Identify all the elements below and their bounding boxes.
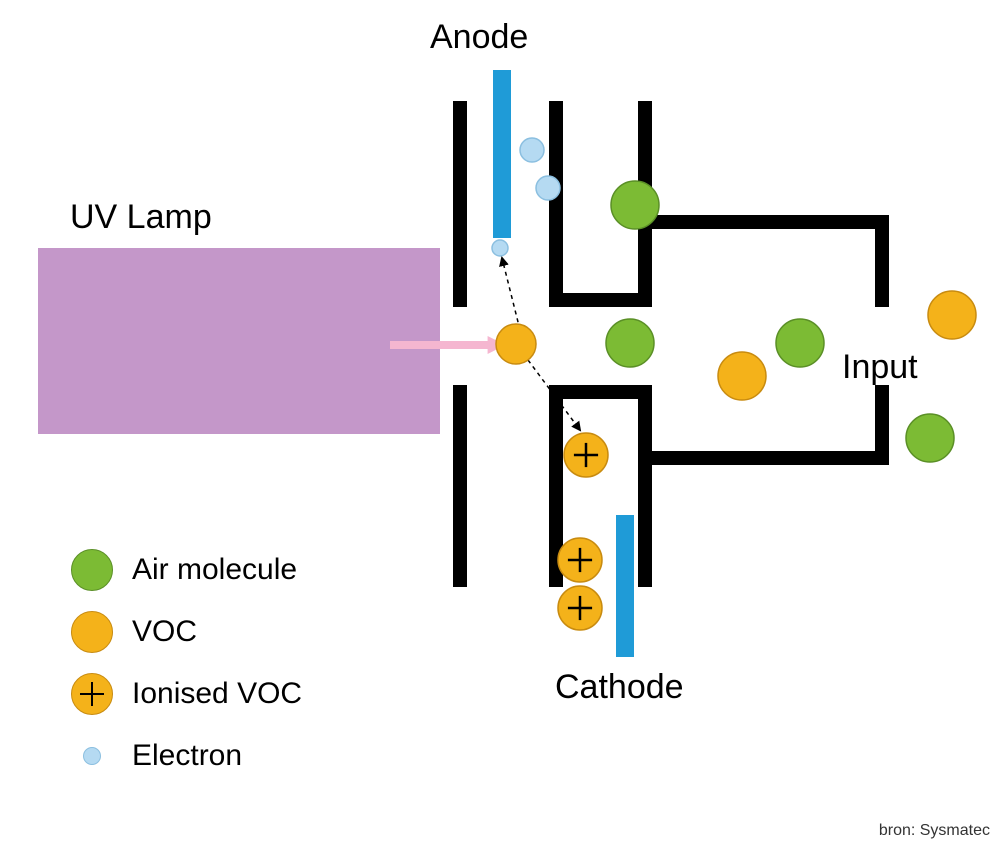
- attribution-text: bron: Sysmatec: [879, 822, 990, 840]
- voc-molecule: [928, 291, 976, 339]
- legend-label: Ionised VOC: [132, 677, 302, 711]
- electron: [520, 138, 544, 162]
- trajectory-arrow: [502, 258, 520, 330]
- legend-label: VOC: [132, 615, 197, 649]
- air-molecule: [606, 319, 654, 367]
- electron: [492, 240, 508, 256]
- legend-item-voc: VOC: [70, 610, 197, 654]
- legend-item-air: Air molecule: [70, 548, 297, 592]
- uv-lamp-label: UV Lamp: [70, 198, 212, 237]
- air-molecule: [776, 319, 824, 367]
- cathode-label: Cathode: [555, 668, 684, 707]
- legend-label: Electron: [132, 739, 242, 773]
- cathode-electrode: [616, 515, 634, 657]
- uv-lamp-rect: [38, 248, 440, 434]
- anode-label: Anode: [430, 18, 528, 57]
- legend-swatch-icon: [70, 672, 114, 716]
- air-molecule: [611, 181, 659, 229]
- voc-molecule: [496, 324, 536, 364]
- air-molecule: [906, 414, 954, 462]
- legend-swatch-icon: [70, 548, 114, 592]
- voc-molecule: [718, 352, 766, 400]
- legend-item-electron: Electron: [70, 734, 242, 778]
- legend-item-ion_voc: Ionised VOC: [70, 672, 302, 716]
- anode-electrode: [493, 70, 511, 238]
- legend-label: Air molecule: [132, 553, 297, 587]
- input-label: Input: [842, 348, 918, 387]
- electron: [536, 176, 560, 200]
- legend-swatch-icon: [70, 734, 114, 778]
- legend-swatch-icon: [70, 610, 114, 654]
